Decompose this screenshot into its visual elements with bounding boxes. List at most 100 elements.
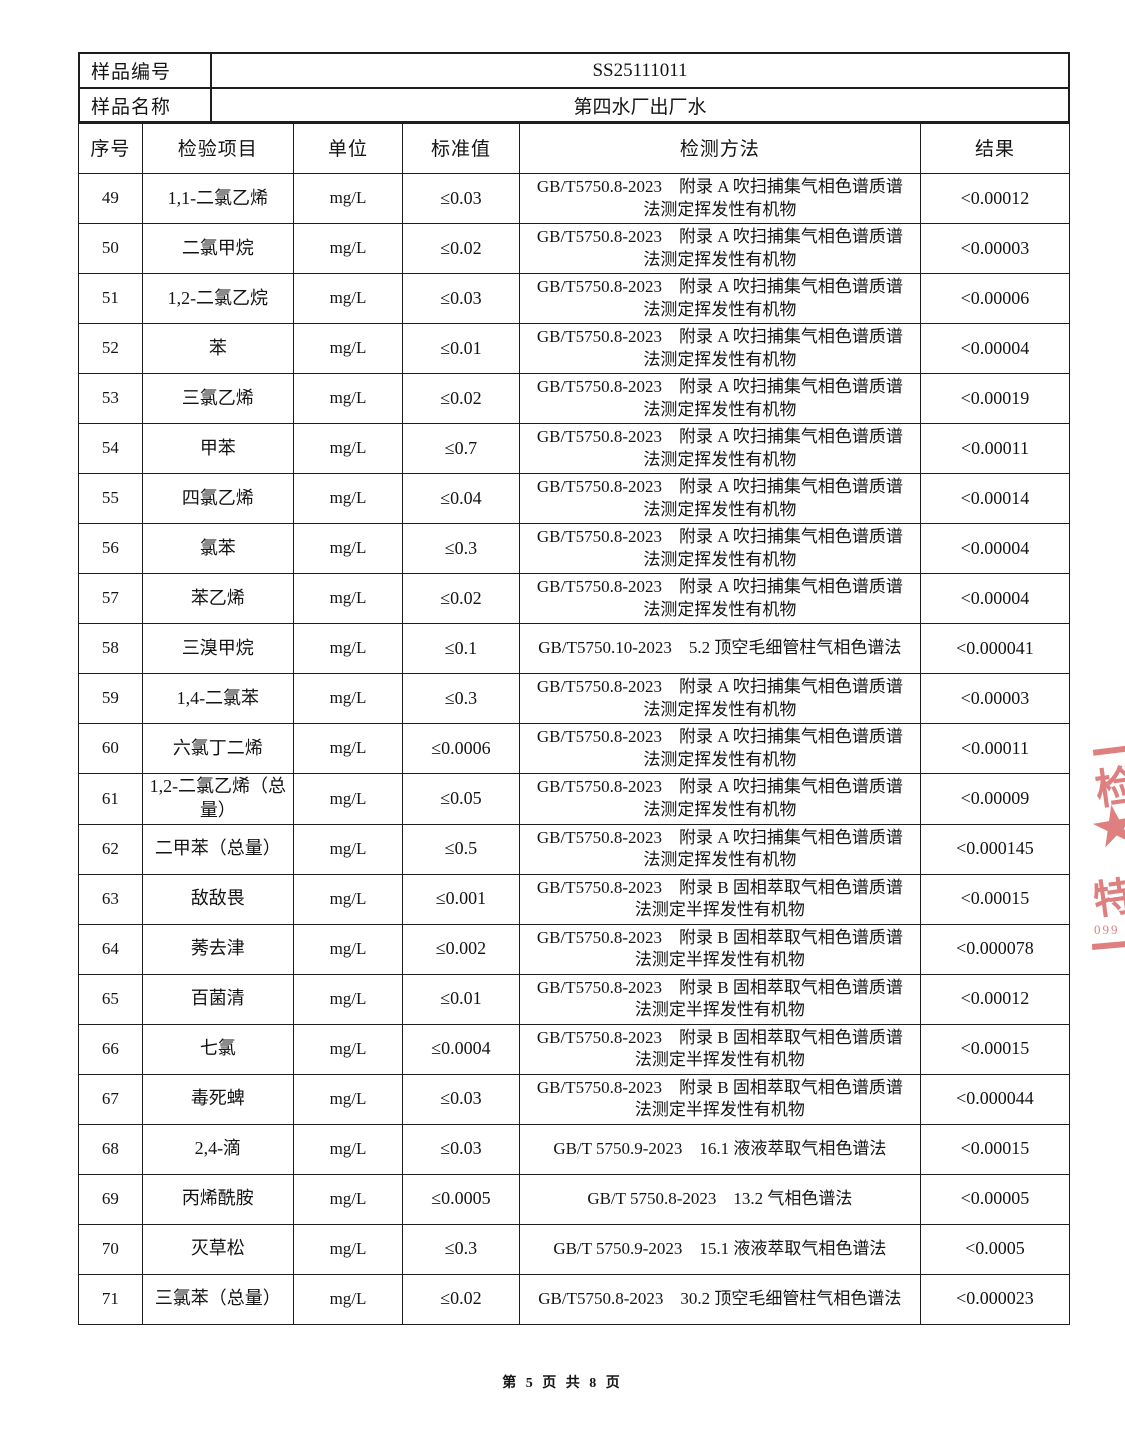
cell-unit: mg/L	[292, 373, 404, 424]
table-row: 57 苯乙烯 mg/L ≤0.02 GB/T5750.8-2023 附录 A 吹…	[78, 573, 1071, 624]
table-row: 71 三氯苯（总量） mg/L ≤0.02 GB/T5750.8-2023 30…	[78, 1273, 1071, 1325]
sample-name-label: 样品名称	[78, 87, 212, 124]
cell-serial-number: 62	[78, 823, 143, 875]
cell-unit: mg/L	[292, 723, 404, 774]
cell-standard-value: ≤0.05	[402, 773, 520, 825]
cell-test-method: GB/T5750.8-2023 附录 A 吹扫捕集气相色谱质谱法测定挥发性有机物	[518, 223, 921, 274]
cell-unit: mg/L	[292, 1273, 404, 1325]
cell-result: <0.00004	[919, 523, 1071, 574]
sample-name-row: 样品名称 第四水厂出厂水	[78, 87, 1070, 124]
cell-test-method: GB/T5750.8-2023 30.2 顶空毛细管柱气相色谱法	[518, 1273, 921, 1325]
cell-test-item: 二氯甲烷	[141, 223, 294, 274]
table-row: 56 氯苯 mg/L ≤0.3 GB/T5750.8-2023 附录 A 吹扫捕…	[78, 523, 1071, 574]
cell-test-item: 毒死蜱	[141, 1073, 294, 1125]
table-row: 60 六氯丁二烯 mg/L ≤0.0006 GB/T5750.8-2023 附录…	[78, 723, 1071, 774]
cell-standard-value: ≤0.03	[402, 1123, 520, 1175]
cell-result: <0.00012	[919, 973, 1071, 1025]
cell-test-item: 苯乙烯	[141, 573, 294, 624]
cell-result: <0.00019	[919, 373, 1071, 424]
cell-serial-number: 70	[78, 1223, 143, 1275]
table-row: 55 四氯乙烯 mg/L ≤0.04 GB/T5750.8-2023 附录 A …	[78, 473, 1071, 524]
sample-id-label: 样品编号	[78, 52, 212, 89]
cell-standard-value: ≤0.0005	[402, 1173, 520, 1225]
cell-standard-value: ≤0.1	[402, 623, 520, 674]
cell-serial-number: 67	[78, 1073, 143, 1125]
table-row: 69 丙烯酰胺 mg/L ≤0.0005 GB/T 5750.8-2023 13…	[78, 1173, 1071, 1225]
cell-result: <0.000044	[919, 1073, 1071, 1125]
cell-test-item: 百菌清	[141, 973, 294, 1025]
cell-test-item: 1,4-二氯苯	[141, 673, 294, 724]
cell-standard-value: ≤0.03	[402, 173, 520, 224]
cell-standard-value: ≤0.7	[402, 423, 520, 474]
cell-serial-number: 64	[78, 923, 143, 975]
cell-test-item: 丙烯酰胺	[141, 1173, 294, 1225]
cell-result: <0.000078	[919, 923, 1071, 975]
cell-serial-number: 49	[78, 173, 143, 224]
cell-test-item: 三氯苯（总量）	[141, 1273, 294, 1325]
cell-standard-value: ≤0.3	[402, 523, 520, 574]
star-icon: ★	[1092, 792, 1125, 862]
cell-result: <0.000145	[919, 823, 1071, 875]
cell-result: <0.00011	[919, 423, 1071, 474]
cell-test-item: 苯	[141, 323, 294, 374]
cell-standard-value: ≤0.02	[402, 223, 520, 274]
cell-test-item: 三氯乙烯	[141, 373, 294, 424]
cell-unit: mg/L	[292, 623, 404, 674]
cell-test-method: GB/T 5750.9-2023 16.1 液液萃取气相色谱法	[518, 1123, 921, 1175]
table-row: 53 三氯乙烯 mg/L ≤0.02 GB/T5750.8-2023 附录 A …	[78, 373, 1071, 424]
cell-test-method: GB/T5750.8-2023 附录 A 吹扫捕集气相色谱质谱法测定挥发性有机物	[518, 823, 921, 875]
cell-standard-value: ≤0.03	[402, 1073, 520, 1125]
cell-unit: mg/L	[292, 1023, 404, 1075]
cell-standard-value: ≤0.0004	[402, 1023, 520, 1075]
cell-test-item: 氯苯	[141, 523, 294, 574]
table-row: 62 二甲苯（总量） mg/L ≤0.5 GB/T5750.8-2023 附录 …	[78, 823, 1071, 875]
cell-result: <0.000023	[919, 1273, 1071, 1325]
cell-test-method: GB/T5750.8-2023 附录 B 固相萃取气相色谱质谱法测定半挥发性有机…	[518, 973, 921, 1025]
cell-serial-number: 50	[78, 223, 143, 274]
cell-standard-value: ≤0.5	[402, 823, 520, 875]
cell-result: <0.0005	[919, 1223, 1071, 1275]
cell-result: <0.00003	[919, 673, 1071, 724]
cell-standard-value: ≤0.002	[402, 923, 520, 975]
stamp-digits: 099	[1094, 922, 1120, 937]
sample-info-table: 样品编号 SS25111011 样品名称 第四水厂出厂水	[78, 52, 1070, 124]
cell-test-item: 1,2-二氯乙烯（总量）	[141, 773, 294, 825]
table-row: 68 2,4-滴 mg/L ≤0.03 GB/T 5750.9-2023 16.…	[78, 1123, 1071, 1175]
cell-standard-value: ≤0.3	[402, 673, 520, 724]
cell-standard-value: ≤0.04	[402, 473, 520, 524]
cell-result: <0.00003	[919, 223, 1071, 274]
cell-test-item: 六氯丁二烯	[141, 723, 294, 774]
stamp-character-bottom: 特	[1092, 873, 1125, 924]
cell-serial-number: 52	[78, 323, 143, 374]
stamp-border-top	[1092, 744, 1125, 756]
cell-standard-value: ≤0.02	[402, 1273, 520, 1325]
cell-test-item: 甲苯	[141, 423, 294, 474]
cell-test-item: 莠去津	[141, 923, 294, 975]
col-header-result: 结果	[919, 121, 1071, 174]
cell-serial-number: 63	[78, 873, 143, 925]
table-row: 49 1,1-二氯乙烯 mg/L ≤0.03 GB/T5750.8-2023 附…	[78, 173, 1071, 224]
table-row: 70 灭草松 mg/L ≤0.3 GB/T 5750.9-2023 15.1 液…	[78, 1223, 1071, 1275]
cell-test-method: GB/T5750.8-2023 附录 A 吹扫捕集气相色谱质谱法测定挥发性有机物	[518, 673, 921, 724]
cell-standard-value: ≤0.3	[402, 1223, 520, 1275]
cell-unit: mg/L	[292, 173, 404, 224]
cell-test-item: 灭草松	[141, 1223, 294, 1275]
page-number: 第 5 页 共 8 页	[502, 1376, 623, 1391]
cell-unit: mg/L	[292, 523, 404, 574]
cell-serial-number: 68	[78, 1123, 143, 1175]
cell-test-method: GB/T5750.10-2023 5.2 顶空毛细管柱气相色谱法	[518, 623, 921, 674]
cell-unit: mg/L	[292, 973, 404, 1025]
cell-serial-number: 66	[78, 1023, 143, 1075]
cell-test-item: 三溴甲烷	[141, 623, 294, 674]
cell-unit: mg/L	[292, 823, 404, 875]
cell-serial-number: 58	[78, 623, 143, 674]
cell-unit: mg/L	[292, 273, 404, 324]
table-row: 67 毒死蜱 mg/L ≤0.03 GB/T5750.8-2023 附录 B 固…	[78, 1073, 1071, 1125]
col-header-standard: 标准值	[402, 121, 520, 174]
results-table: 序号 检验项目 单位 标准值 检测方法 结果 49 1,1-二氯乙烯 mg/L …	[78, 121, 1071, 1325]
table-row: 52 苯 mg/L ≤0.01 GB/T5750.8-2023 附录 A 吹扫捕…	[78, 323, 1071, 374]
cell-standard-value: ≤0.01	[402, 323, 520, 374]
cell-serial-number: 57	[78, 573, 143, 624]
table-row: 63 敌敌畏 mg/L ≤0.001 GB/T5750.8-2023 附录 B …	[78, 873, 1071, 925]
cell-serial-number: 60	[78, 723, 143, 774]
